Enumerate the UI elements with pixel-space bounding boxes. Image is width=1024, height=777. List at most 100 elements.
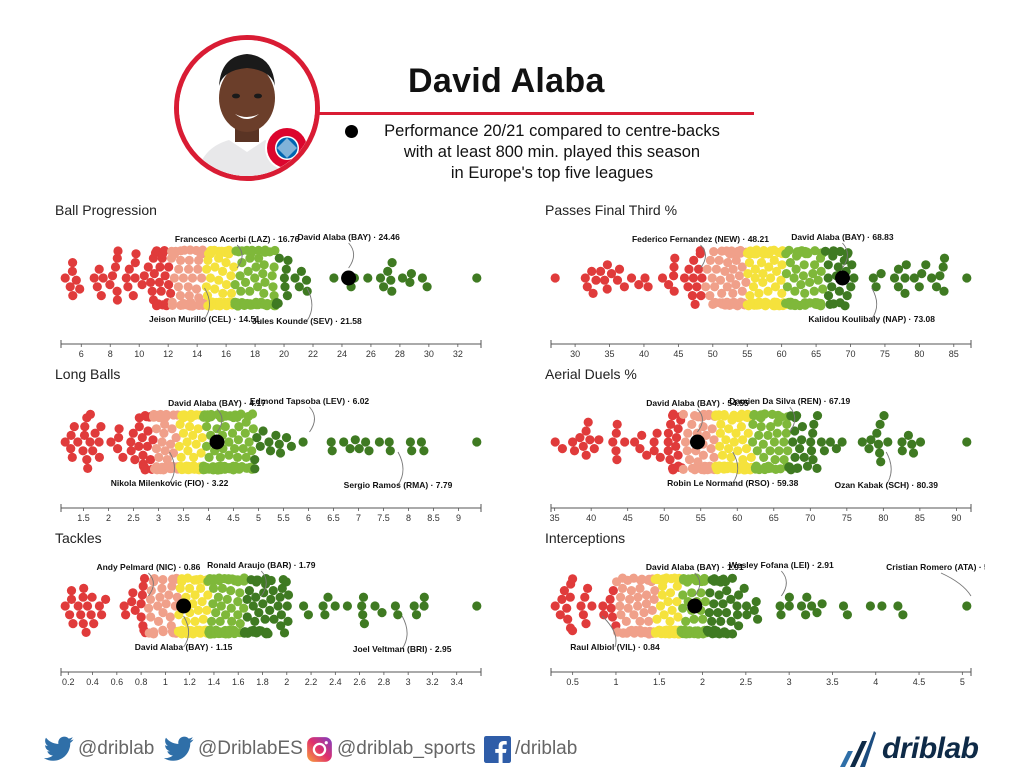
social-twitter[interactable]: @driblab bbox=[44, 734, 154, 764]
data-point bbox=[183, 446, 193, 456]
annotation-leader bbox=[732, 451, 739, 484]
data-point bbox=[889, 273, 900, 283]
data-point bbox=[140, 465, 150, 475]
data-point bbox=[774, 446, 784, 456]
data-point bbox=[879, 411, 889, 421]
data-point bbox=[770, 282, 781, 292]
data-point bbox=[274, 439, 284, 449]
data-point bbox=[113, 246, 123, 256]
x-tick-label: 4 bbox=[873, 677, 878, 687]
x-tick-label: 4.5 bbox=[913, 677, 926, 687]
data-point bbox=[749, 605, 759, 615]
x-tick-label: 3.5 bbox=[177, 513, 190, 523]
data-point bbox=[689, 614, 699, 624]
data-point bbox=[695, 246, 705, 256]
data-point bbox=[201, 282, 211, 292]
data-point bbox=[741, 444, 752, 454]
data-point bbox=[764, 262, 774, 272]
data-point bbox=[875, 448, 885, 458]
data-point bbox=[184, 264, 194, 274]
social-facebook[interactable]: /driblab bbox=[484, 734, 577, 764]
x-tick-label: 0.4 bbox=[86, 677, 99, 687]
data-point bbox=[750, 273, 760, 283]
data-point bbox=[812, 463, 822, 473]
data-point bbox=[678, 590, 688, 600]
data-point bbox=[795, 444, 805, 454]
data-point bbox=[727, 629, 738, 639]
data-point bbox=[644, 616, 654, 626]
data-point bbox=[731, 255, 741, 265]
social-twitter-es[interactable]: @DriblabES bbox=[164, 734, 303, 764]
data-point bbox=[753, 614, 763, 624]
annotation-leader bbox=[348, 242, 355, 269]
x-tick-label: 3 bbox=[406, 677, 411, 687]
data-point bbox=[375, 273, 386, 283]
data-point bbox=[60, 601, 70, 611]
data-point bbox=[580, 592, 590, 602]
data-point bbox=[193, 264, 203, 274]
data-point bbox=[350, 435, 360, 445]
data-point bbox=[161, 599, 171, 609]
data-point bbox=[60, 437, 70, 447]
data-point bbox=[567, 626, 578, 636]
social-instagram[interactable]: @driblab_sports bbox=[306, 734, 476, 764]
x-tick-label: 80 bbox=[914, 349, 924, 359]
data-point bbox=[252, 433, 262, 443]
data-point bbox=[208, 583, 219, 593]
data-point bbox=[758, 277, 768, 287]
data-point bbox=[216, 601, 226, 611]
data-point bbox=[707, 616, 717, 626]
data-point bbox=[797, 422, 807, 432]
data-point bbox=[927, 273, 937, 283]
x-tick-label: 8.5 bbox=[427, 513, 440, 523]
x-tick-label: 24 bbox=[337, 349, 347, 359]
annotation-leader bbox=[401, 615, 408, 650]
data-point bbox=[813, 275, 823, 285]
data-point bbox=[737, 262, 747, 272]
data-point bbox=[224, 437, 234, 447]
data-point bbox=[160, 419, 170, 429]
data-point bbox=[626, 586, 636, 596]
data-point bbox=[876, 269, 886, 279]
data-point bbox=[612, 455, 622, 465]
data-point bbox=[206, 409, 216, 420]
data-point bbox=[715, 275, 726, 285]
data-point bbox=[147, 286, 157, 296]
data-point bbox=[722, 586, 732, 596]
data-point bbox=[701, 282, 711, 292]
data-point bbox=[275, 448, 286, 458]
data-point bbox=[731, 428, 741, 438]
data-point bbox=[723, 258, 733, 268]
data-point bbox=[663, 597, 673, 607]
data-point bbox=[67, 266, 77, 276]
annotation-leader bbox=[260, 570, 267, 597]
data-point bbox=[88, 446, 98, 456]
data-point bbox=[630, 437, 640, 447]
data-point bbox=[643, 282, 653, 292]
data-point bbox=[233, 452, 243, 462]
data-point bbox=[264, 437, 274, 447]
data-point bbox=[700, 597, 710, 607]
data-point bbox=[633, 592, 643, 602]
data-point bbox=[789, 273, 799, 283]
data-point bbox=[866, 435, 876, 445]
x-tick-label: 5 bbox=[960, 677, 965, 687]
data-point bbox=[208, 599, 218, 609]
data-point bbox=[92, 282, 102, 292]
x-tick-label: 3.2 bbox=[426, 677, 439, 687]
data-point bbox=[197, 273, 207, 283]
data-point bbox=[68, 258, 78, 268]
data-point bbox=[746, 452, 756, 462]
data-point bbox=[688, 273, 698, 283]
data-point bbox=[164, 590, 174, 600]
data-point bbox=[817, 599, 827, 609]
x-tick-label: 4.5 bbox=[227, 513, 240, 523]
annotation-label: Raul Albiol (VIL) · 0.84 bbox=[570, 642, 660, 652]
data-point bbox=[873, 439, 884, 449]
data-point bbox=[629, 573, 639, 583]
annotation-leader bbox=[397, 451, 404, 486]
annotation-label: Wesley Fofana (LEI) · 2.91 bbox=[729, 560, 834, 570]
x-tick-label: 26 bbox=[366, 349, 376, 359]
data-point bbox=[748, 282, 759, 292]
